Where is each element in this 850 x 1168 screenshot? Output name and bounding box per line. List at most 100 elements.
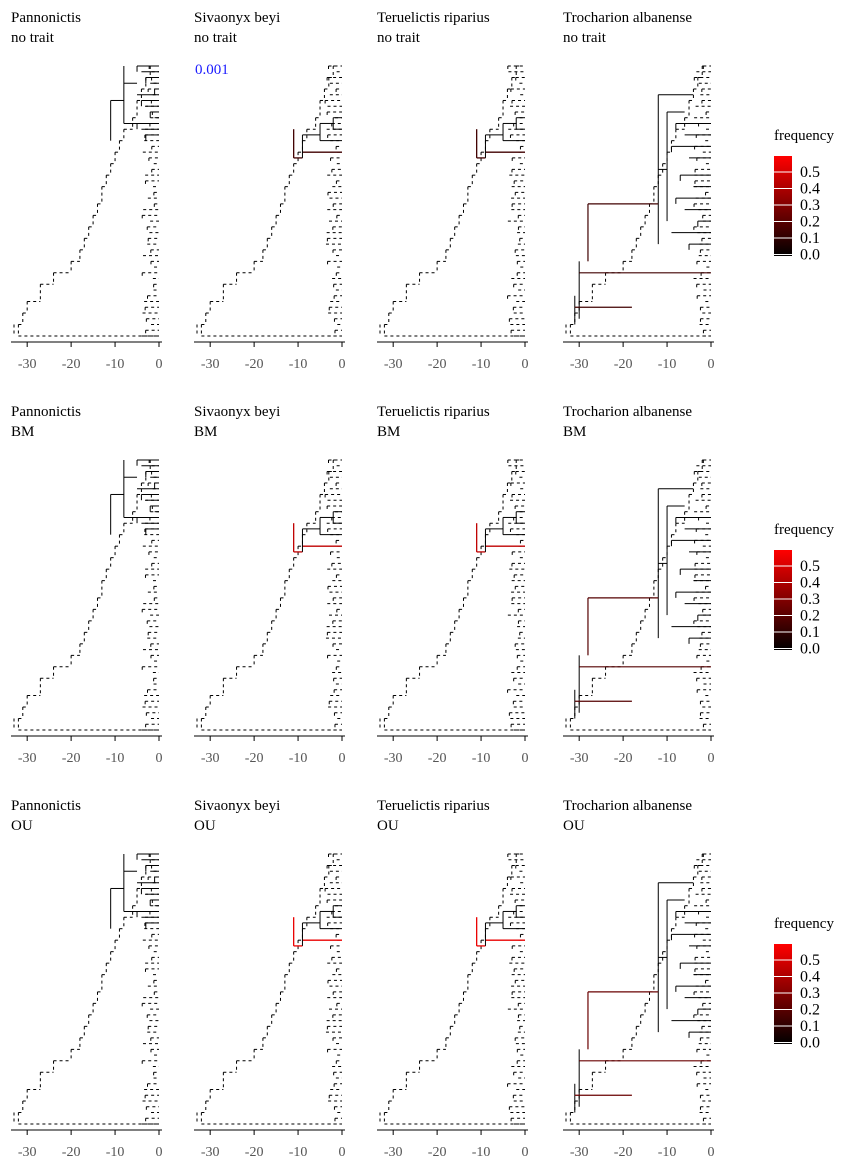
legend-tick-label: 0.2 <box>800 1002 820 1019</box>
x-tick-label: -10 <box>106 751 125 766</box>
phylogeny-tree: -30 -20 -10 0 <box>194 459 346 766</box>
x-tick-label: -10 <box>472 357 491 372</box>
x-axis: -30 -20 -10 0 <box>18 342 163 372</box>
phylogeny-tree: -30 -20 -10 0 <box>194 853 346 1160</box>
x-tick-label: -10 <box>289 357 308 372</box>
taxon-name: Sivaonyx beyi <box>194 798 281 814</box>
x-axis: -30 -20 -10 0 <box>384 736 529 766</box>
model-name: BM <box>194 424 218 440</box>
legend-tick-label: 0.1 <box>800 230 820 247</box>
phylogeny-tree: -30 -20 -10 0 <box>377 459 529 766</box>
legend-tick-label: 0.5 <box>800 952 820 969</box>
x-tick-label: -30 <box>201 1145 220 1160</box>
x-tick-label: 0 <box>339 1145 346 1160</box>
legend-tick-label: 0.2 <box>800 608 820 625</box>
x-tick-label: -10 <box>472 1145 491 1160</box>
x-tick-label: -10 <box>289 751 308 766</box>
panel-title: Teruelictis riparius no trait <box>377 8 490 48</box>
model-name: BM <box>563 424 587 440</box>
x-tick-label: -30 <box>201 357 220 372</box>
x-tick-label: -30 <box>384 357 403 372</box>
phylogeny-tree: -30 -20 -10 0 <box>11 853 163 1160</box>
x-axis: -30 -20 -10 0 <box>201 736 346 766</box>
phylogeny-tree: -30 -20 -10 0 <box>563 459 715 766</box>
x-tick-label: -20 <box>245 1145 264 1160</box>
frequency-legend: 0.50.40.30.20.10.0 <box>774 944 820 1052</box>
x-tick-label: -10 <box>658 357 677 372</box>
legend-tick-label: 0.4 <box>800 575 820 592</box>
x-tick-label: -30 <box>570 357 589 372</box>
taxon-name: Pannonictis <box>11 404 81 420</box>
model-name: no trait <box>11 30 54 46</box>
legend-tick-label: 0.4 <box>800 969 820 986</box>
x-axis: -30 -20 -10 0 <box>18 736 163 766</box>
panel-title: Sivaonyx beyi no trait <box>194 8 280 48</box>
taxon-name: Pannonictis <box>11 798 81 814</box>
legend-title: frequency <box>774 522 834 538</box>
x-tick-label: -30 <box>18 357 37 372</box>
x-tick-label: 0 <box>522 1145 529 1160</box>
x-tick-label: -30 <box>18 1145 37 1160</box>
legend-tick-label: 0.3 <box>800 591 820 608</box>
legend-tick-label: 0.1 <box>800 1018 820 1035</box>
model-name: no trait <box>194 30 237 46</box>
x-tick-label: -10 <box>658 1145 677 1160</box>
x-tick-label: -20 <box>614 751 633 766</box>
x-tick-label: -20 <box>428 357 447 372</box>
model-name: OU <box>194 818 216 834</box>
x-tick-label: -30 <box>570 1145 589 1160</box>
model-name: BM <box>11 424 35 440</box>
phylogeny-tree: -30 -20 -10 0 <box>194 65 346 372</box>
x-tick-label: -20 <box>614 357 633 372</box>
x-tick-label: 0 <box>156 357 163 372</box>
legend-tick-label: 0.3 <box>800 985 820 1002</box>
model-name: no trait <box>377 30 420 46</box>
x-axis: -30 -20 -10 0 <box>570 736 715 766</box>
model-name: OU <box>11 818 33 834</box>
panel-title: Pannonictis no trait <box>11 8 81 48</box>
x-tick-label: -30 <box>18 751 37 766</box>
taxon-name: Trocharion albanense <box>563 10 692 26</box>
x-tick-label: -20 <box>428 751 447 766</box>
panel-title: Trocharion albanense BM <box>563 402 692 442</box>
x-tick-label: -20 <box>245 751 264 766</box>
x-tick-label: -20 <box>62 751 81 766</box>
legend-title: frequency <box>774 128 834 144</box>
legend-color-bar <box>774 156 792 256</box>
panel-title: Sivaonyx beyi OU <box>194 796 280 836</box>
x-tick-label: -10 <box>658 751 677 766</box>
taxon-name: Teruelictis riparius <box>377 10 490 26</box>
frequency-annotation: 0.001 <box>195 62 229 78</box>
panel-title: Teruelictis riparius OU <box>377 796 490 836</box>
x-tick-label: 0 <box>339 751 346 766</box>
panel-title: Trocharion albanense no trait <box>563 8 692 48</box>
panel-title: Teruelictis riparius BM <box>377 402 490 442</box>
legend-tick-label: 0.1 <box>800 624 820 641</box>
taxon-name: Trocharion albanense <box>563 404 692 420</box>
x-tick-label: -10 <box>106 357 125 372</box>
model-name: OU <box>377 818 399 834</box>
legend-tick-label: 0.2 <box>800 214 820 231</box>
phylogeny-tree: -30 -20 -10 0 <box>563 853 715 1160</box>
x-axis: -30 -20 -10 0 <box>18 1130 163 1160</box>
x-axis: -30 -20 -10 0 <box>384 1130 529 1160</box>
frequency-legend: 0.50.40.30.20.10.0 <box>774 550 820 658</box>
x-tick-label: -20 <box>614 1145 633 1160</box>
legend-tick-label: 0.3 <box>800 197 820 214</box>
x-tick-label: 0 <box>156 1145 163 1160</box>
legend-tick-label: 0.5 <box>800 558 820 575</box>
model-name: BM <box>377 424 401 440</box>
x-axis: -30 -20 -10 0 <box>384 342 529 372</box>
x-tick-label: -30 <box>201 751 220 766</box>
x-tick-label: 0 <box>522 751 529 766</box>
x-tick-label: -20 <box>428 1145 447 1160</box>
legend-tick-label: 0.5 <box>800 164 820 181</box>
x-tick-label: -10 <box>289 1145 308 1160</box>
legend-tick-label: 0.0 <box>800 1035 820 1052</box>
x-tick-label: -20 <box>62 357 81 372</box>
x-tick-label: 0 <box>708 357 715 372</box>
x-tick-label: -20 <box>245 357 264 372</box>
frequency-legend: 0.50.40.30.20.10.0 <box>774 156 820 264</box>
x-axis: -30 -20 -10 0 <box>201 1130 346 1160</box>
x-axis: -30 -20 -10 0 <box>570 1130 715 1160</box>
